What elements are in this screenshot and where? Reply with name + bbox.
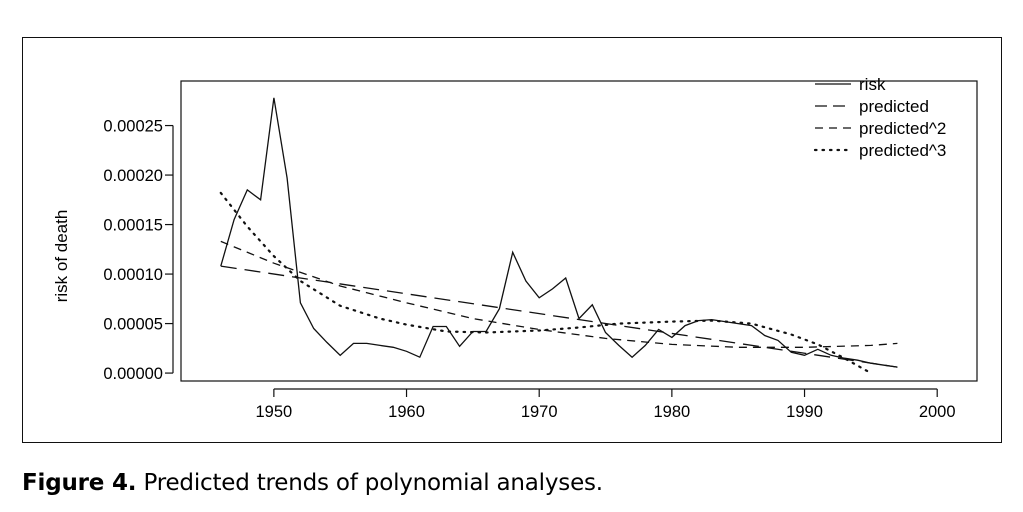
y-axis: 0.00000 0.00005 0.00010 0.00015 0.00020 0.000… — [103, 118, 174, 383]
figure-frame: 0.00000 0.00005 0.00010 0.00015 0.00020 0.000… — [22, 37, 1002, 443]
plot-area — [180, 80, 978, 382]
legend-label: predicted — [859, 97, 929, 116]
series-line-predicted-3 — [219, 191, 873, 375]
series-line-risk — [220, 97, 898, 368]
x-tick-label: 1960 — [388, 403, 425, 421]
series-layer — [219, 97, 898, 375]
x-axis: 1950 1960 1970 1980 1990 2000 — [256, 388, 956, 421]
series-line-predicted-2 — [220, 240, 898, 348]
y-tick-label: 0.00025 — [103, 118, 163, 136]
y-tick-label: 0.00010 — [103, 266, 163, 284]
legend-label: predicted^3 — [859, 141, 946, 160]
figure-caption-label: Figure 4. — [22, 470, 137, 496]
y-tick-label: 0.00015 — [103, 217, 163, 235]
figure-caption: Figure 4. Predicted trends of polynomial… — [22, 470, 603, 496]
y-tick-label: 0.00000 — [103, 365, 163, 383]
y-tick-label: 0.00005 — [103, 316, 163, 334]
y-axis-label: risk of death — [52, 210, 71, 303]
y-tick-label: 0.00020 — [103, 167, 163, 185]
figure-caption-text: Predicted trends of polynomial analyses. — [143, 470, 603, 496]
x-tick-label: 1950 — [256, 403, 293, 421]
x-tick-label: 1970 — [521, 403, 558, 421]
legend-label: predicted^2 — [859, 119, 946, 138]
x-tick-label: 1990 — [786, 403, 823, 421]
x-tick-label: 1980 — [654, 403, 691, 421]
series-line-predicted — [220, 265, 898, 368]
legend: risk predicted predicted^2 predicted^3 — [813, 75, 946, 160]
line-chart: 0.00000 0.00005 0.00010 0.00015 0.00020 0.000… — [52, 75, 978, 421]
x-tick-label: 2000 — [919, 403, 956, 421]
legend-label: risk — [859, 75, 886, 94]
